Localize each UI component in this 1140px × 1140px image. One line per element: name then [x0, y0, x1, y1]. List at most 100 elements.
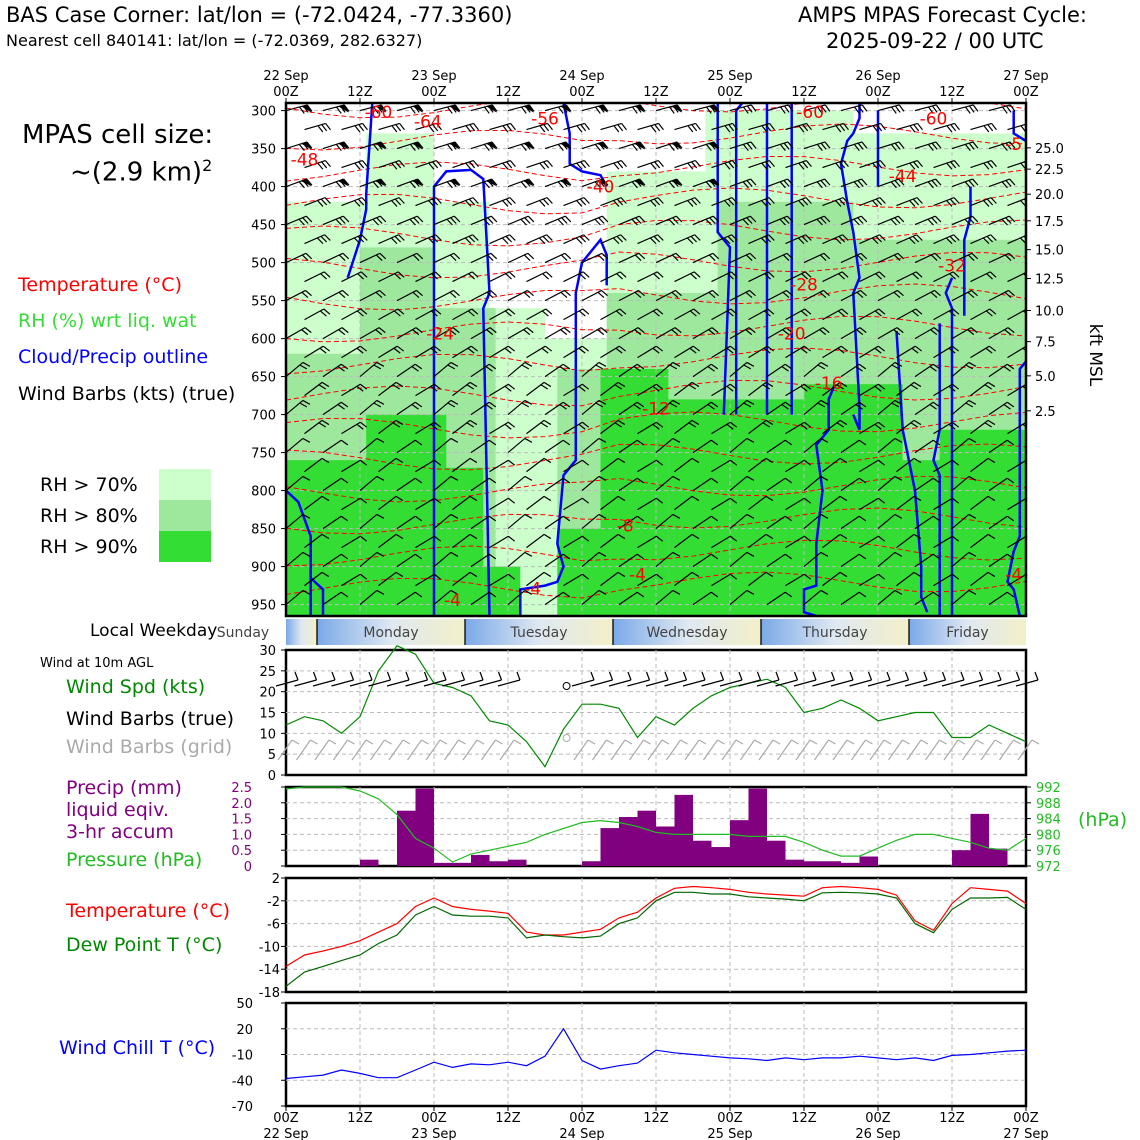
upper-wind-barb [470, 553, 497, 568]
barb-flag [784, 401, 793, 408]
upper-wind-barb [526, 271, 553, 283]
upper-wind-barb [378, 308, 405, 321]
barb-flag [769, 123, 775, 131]
upper-wind-barb [507, 361, 533, 378]
barb-pennant [375, 179, 386, 187]
barb-staff [988, 591, 1008, 606]
barb-flag [562, 477, 571, 484]
barb-flag [764, 198, 772, 206]
barb-flag [527, 252, 535, 260]
barb-flag [450, 217, 457, 224]
barb-flag [842, 160, 849, 168]
barb-flag [874, 310, 882, 317]
bottom-tick-date: 26 Sep [855, 1127, 900, 1140]
barb-staff [452, 495, 471, 511]
barb-flag [581, 383, 590, 390]
barb-flag [820, 513, 829, 519]
isotherm-line [286, 507, 1026, 535]
pressure-tick-label: 650 [251, 371, 276, 386]
barb-flag [320, 235, 328, 243]
upper-wind-barb [396, 104, 424, 114]
upper-wind-barb [711, 234, 738, 245]
y-tick-label: 972 [1036, 860, 1061, 875]
barb-flag [357, 273, 364, 280]
barb-flag [893, 254, 901, 261]
surface-barb-grid-flag [754, 739, 762, 745]
y-tick-label: 0 [268, 769, 276, 784]
surface-barb-grid [925, 739, 940, 761]
upper-wind-barb [359, 141, 387, 152]
surface-barb-grid [1017, 739, 1033, 761]
upper-wind-barb [470, 477, 497, 492]
barb-staff [322, 515, 342, 530]
barb-flag [802, 161, 809, 169]
barb-staff [877, 589, 896, 606]
barb-staff [507, 513, 526, 530]
barb-flag [631, 144, 638, 152]
upper-wind-barb [396, 515, 423, 530]
temp-contour-label: -16 [815, 374, 843, 394]
barb-flag [781, 366, 789, 372]
barb-flag [891, 402, 900, 408]
barb-staff [489, 573, 509, 587]
barb-flag [375, 329, 383, 336]
barb-flag [972, 141, 979, 149]
upper-wind-barb [563, 345, 590, 359]
barb-flag [631, 181, 638, 189]
surface-barb-true [368, 679, 391, 687]
barb-flag [820, 217, 827, 224]
legend-cloud: Cloud/Precip outline [18, 346, 209, 368]
upper-wind-barb [1025, 451, 1026, 453]
barb-staff [637, 573, 657, 587]
barb-flag [742, 218, 749, 226]
barb-flag [693, 308, 701, 315]
barb-flag [912, 198, 920, 206]
top-tick-date: 26 Sep [855, 69, 900, 84]
upper-wind-barb [970, 457, 996, 473]
barb-flag [879, 234, 886, 241]
barb-flag [340, 591, 349, 598]
barb-flag [654, 161, 661, 169]
barb-staff [951, 475, 970, 492]
upper-wind-barb [322, 439, 349, 454]
upper-wind-barb [933, 271, 960, 283]
barb-flag [730, 271, 738, 278]
barb-flag [835, 125, 842, 133]
upper-wind-barb [933, 497, 960, 511]
barb-pennant [597, 141, 608, 150]
barb-flag [502, 162, 509, 170]
height-tick-label: 25.0 [1035, 142, 1064, 157]
barb-flag [576, 200, 583, 207]
upper-wind-barb [692, 141, 720, 152]
barb-flag [409, 218, 416, 226]
isotherm-line [286, 251, 1026, 279]
barb-flag [636, 401, 645, 408]
barb-flag [639, 178, 646, 186]
barb-staff [877, 475, 896, 492]
barb-staff [674, 495, 693, 511]
upper-wind-barb [415, 573, 442, 587]
barb-flag [335, 144, 342, 152]
barb-staff [637, 459, 657, 473]
surface-barb-true [812, 679, 835, 687]
barb-flag [894, 589, 903, 595]
barb-flag [823, 252, 831, 260]
upper-wind-barb [433, 215, 461, 226]
barb-flag [1046, 290, 1052, 295]
upper-wind-barb [970, 234, 997, 245]
upper-wind-barb [655, 252, 683, 264]
barb-staff [729, 551, 748, 568]
barb-flag [929, 404, 937, 410]
upper-wind-barb [600, 271, 627, 283]
barb-flag [729, 497, 738, 504]
upper-wind-barb [859, 459, 886, 473]
barb-flag [1025, 346, 1026, 347]
height-tick-label: 5.0 [1035, 370, 1056, 385]
barb-staff [600, 533, 619, 549]
barb-staff [304, 495, 323, 511]
barb-flag [379, 289, 386, 297]
temp-contour-label: -60 [365, 103, 393, 123]
barb-flag [879, 160, 886, 168]
cell-size-value: ~(2.9 km)2 [70, 156, 213, 188]
barb-flag [395, 495, 404, 502]
